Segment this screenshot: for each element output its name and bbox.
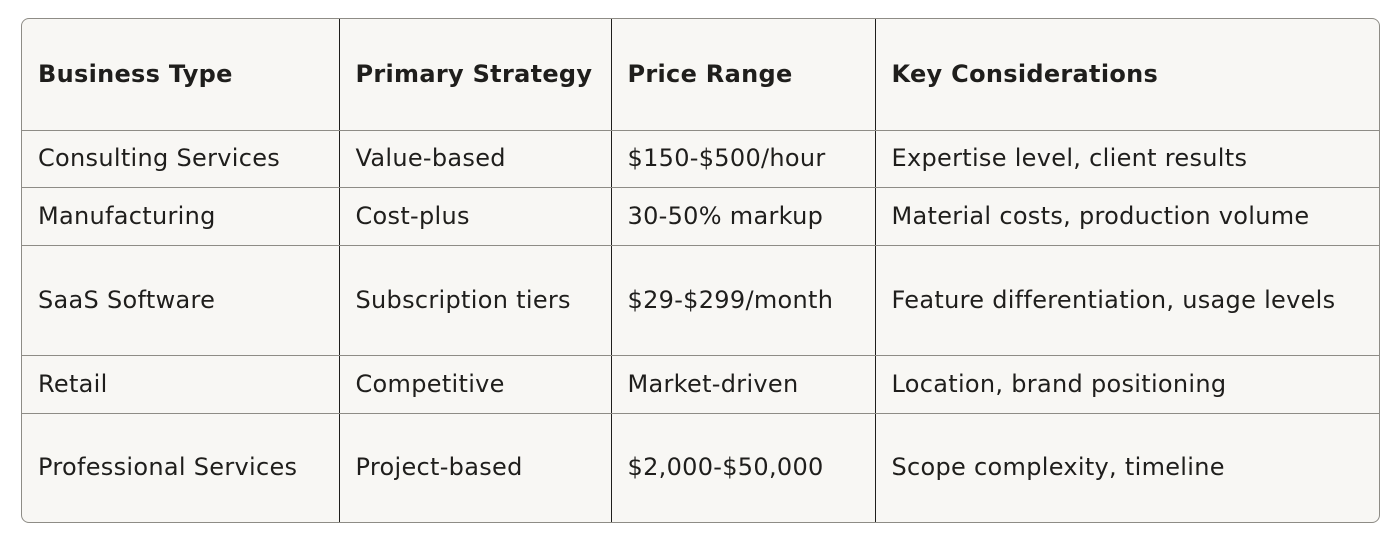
cell-price-range: Market-driven xyxy=(611,355,876,414)
cell-price-range: $29-$299/month xyxy=(611,245,876,356)
cell-key-considerations: Material costs, production volume xyxy=(875,187,1379,246)
cell-primary-strategy: Value-based xyxy=(339,130,612,188)
table-row: Manufacturing Cost-plus 30-50% markup Ma… xyxy=(22,187,1379,246)
header-business-type: Business Type xyxy=(22,19,340,131)
cell-business-type: Consulting Services xyxy=(22,130,340,188)
table-row: Professional Services Project-based $2,0… xyxy=(22,413,1379,522)
header-price-range: Price Range xyxy=(611,19,876,131)
cell-key-considerations: Scope complexity, timeline xyxy=(891,453,1225,482)
cell-primary-strategy: Cost-plus xyxy=(339,187,612,246)
header-primary-strategy: Primary Strategy xyxy=(339,19,612,131)
cell-primary-strategy: Project-based xyxy=(339,413,612,522)
cell-price-range: 30-50% markup xyxy=(611,187,876,246)
pricing-strategy-table-container: Business Type Primary Strategy Price Ran… xyxy=(21,18,1380,523)
cell-key-considerations: Expertise level, client results xyxy=(875,130,1379,188)
cell-key-considerations: Location, brand positioning xyxy=(875,355,1379,414)
cell-business-type: Retail xyxy=(22,355,340,414)
table-row: Retail Competitive Market-driven Locatio… xyxy=(22,355,1379,414)
cell-price-range: $150-$500/hour xyxy=(611,130,876,188)
cell-business-type: SaaS Software xyxy=(22,245,340,356)
header-key-considerations: Key Considerations xyxy=(875,19,1379,131)
cell-primary-strategy: Competitive xyxy=(339,355,612,414)
cell-business-type: Manufacturing xyxy=(22,187,340,246)
table-row: SaaS Software Subscription tiers $29-$29… xyxy=(22,245,1379,356)
pricing-strategy-table: Business Type Primary Strategy Price Ran… xyxy=(22,19,1379,522)
table-row: Consulting Services Value-based $150-$50… xyxy=(22,130,1379,188)
cell-primary-strategy: Subscription tiers xyxy=(339,245,612,356)
cell-key-considerations: Feature differentiation, usage levels xyxy=(875,245,1379,356)
table-header-row: Business Type Primary Strategy Price Ran… xyxy=(22,19,1379,131)
cell-price-range: $2,000-$50,000 xyxy=(611,413,876,522)
cell-business-type: Professional Services xyxy=(22,413,340,522)
